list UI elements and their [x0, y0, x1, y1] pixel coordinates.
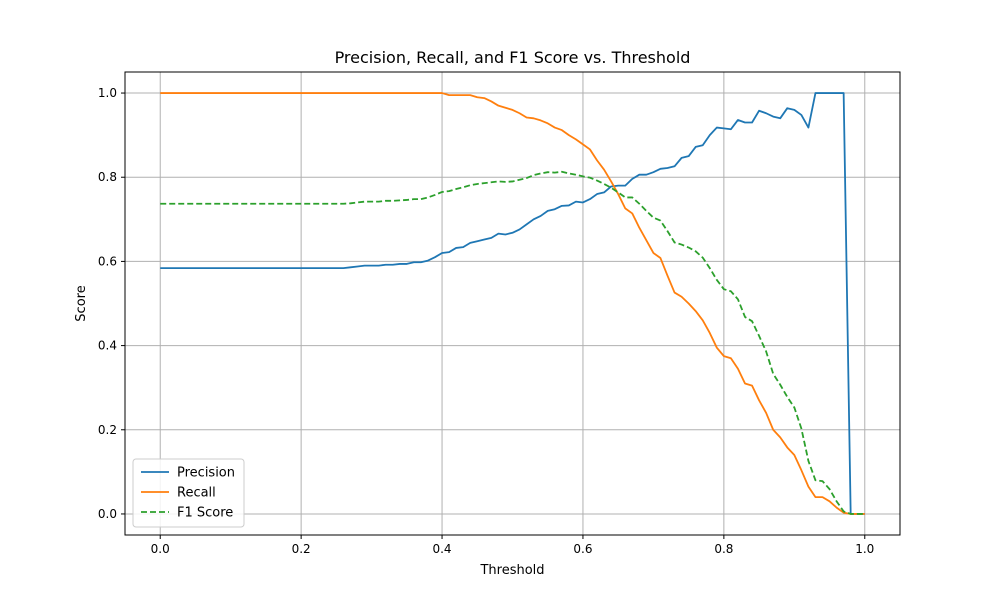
x-tick-label: 0.4: [432, 542, 451, 556]
x-tick-label: 0.2: [292, 542, 311, 556]
y-tick-label: 0.4: [98, 339, 117, 353]
plot-frame: [124, 71, 901, 536]
x-tick-label: 1.0: [855, 542, 874, 556]
legend-box: [132, 458, 245, 528]
x-axis-label: Threshold: [479, 563, 544, 578]
y-tick-label: 0.0: [98, 507, 117, 521]
x-tick-label: 0.6: [573, 542, 592, 556]
series-line-f1-score: [160, 170, 865, 515]
y-tick-label: 0.6: [98, 254, 117, 268]
series-line-recall: [160, 92, 865, 515]
y-tick-label: 1.0: [98, 86, 117, 100]
legend: Precision Recall F1 Score: [132, 458, 245, 528]
legend-label: Precision: [177, 466, 235, 481]
series-layer: [160, 92, 865, 515]
y-tick-label: 0.8: [98, 170, 117, 184]
legend-label: Recall: [177, 486, 216, 501]
grid: [125, 72, 900, 535]
y-axis-label: Score: [74, 285, 89, 321]
series-line-precision: [160, 92, 865, 515]
chart-title: Precision, Recall, and F1 Score vs. Thre…: [335, 48, 691, 67]
ticks: 0.0 0.2 0.4 0.6 0.8 1.0 0.0 0.2 0.4 0.6 0.8 1.0: [98, 86, 874, 556]
legend-label: F1 Score: [177, 506, 233, 521]
x-tick-label: 0.8: [714, 542, 733, 556]
x-tick-label: 0.0: [151, 542, 170, 556]
y-tick-label: 0.2: [98, 423, 117, 437]
